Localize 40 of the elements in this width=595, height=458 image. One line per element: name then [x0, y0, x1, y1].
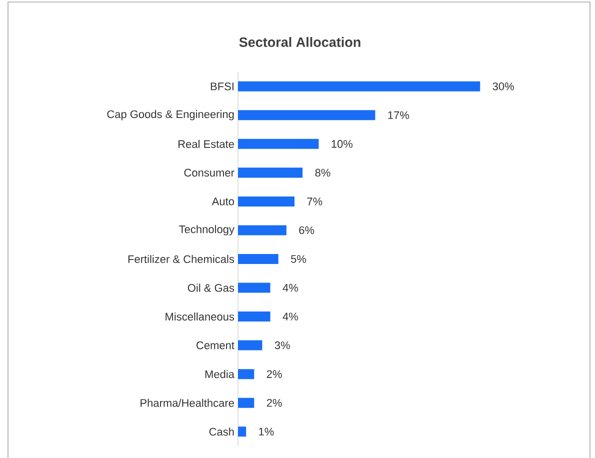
- y-tick-label: Consumer: [184, 168, 234, 177]
- data-label: 2%: [266, 370, 282, 378]
- y-tick-label: Miscellaneous: [166, 312, 234, 321]
- y-tick-label: Cash: [209, 428, 234, 436]
- data-label: 8%: [315, 168, 330, 177]
- y-tick-label: Media: [205, 370, 234, 378]
- data-label: 5%: [290, 255, 306, 263]
- y-tick-label: BFSI: [210, 82, 234, 90]
- chart-title: Sectoral Allocation: [239, 37, 360, 47]
- bar: [238, 138, 319, 149]
- bar: [238, 426, 246, 437]
- y-tick-label: Pharma/Healthcare: [140, 398, 234, 407]
- y-tick-label: Cement: [196, 341, 234, 350]
- bar: [238, 81, 480, 92]
- bar: [238, 398, 254, 408]
- data-label: 4%: [282, 312, 298, 320]
- data-label: 30%: [492, 82, 514, 90]
- data-label: 4%: [282, 284, 298, 292]
- bar: [238, 196, 294, 206]
- y-tick-label: Real Estate: [178, 140, 234, 148]
- data-label: 7%: [307, 198, 322, 206]
- y-tick-label: Auto: [212, 198, 234, 206]
- bar: [238, 369, 254, 380]
- data-label: 3%: [274, 341, 290, 350]
- y-tick-label: Cap Goods & Engineering: [107, 110, 234, 120]
- bar: [238, 110, 376, 120]
- data-label: 1%: [259, 428, 274, 436]
- y-tick-label: Fertilizer & Chemicals: [128, 254, 234, 264]
- y-tick-label: Oil & Gas: [188, 284, 234, 292]
- data-label: 17%: [388, 111, 409, 119]
- bar: [238, 340, 262, 350]
- bar: [238, 168, 303, 178]
- bar: [238, 225, 286, 236]
- y-tick-label: Technology: [179, 225, 234, 236]
- data-label: 2%: [266, 398, 282, 407]
- bar: [238, 312, 270, 322]
- data-label: 6%: [299, 226, 314, 234]
- bar: [238, 254, 278, 264]
- bar: [238, 282, 270, 293]
- data-label: 10%: [332, 140, 353, 148]
